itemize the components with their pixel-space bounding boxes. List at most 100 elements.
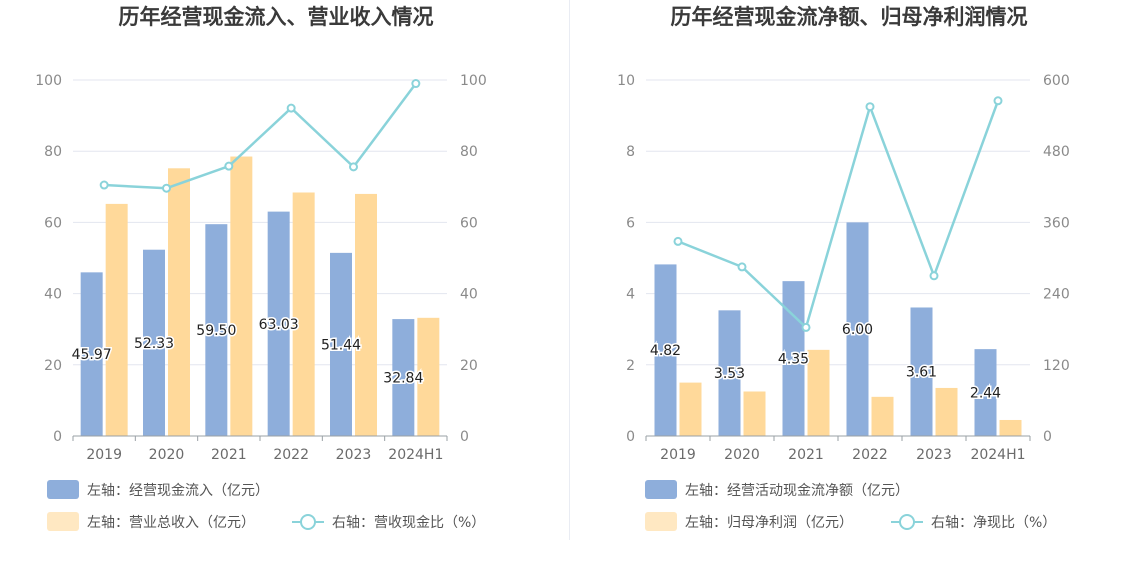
right-axis-tick-label: 120	[1043, 358, 1070, 374]
right-axis-tick-label: 80	[460, 144, 478, 160]
left-axis-tick-label: 80	[44, 144, 62, 160]
bar-primary	[718, 310, 741, 436]
bar-data-label: 59.50	[196, 323, 236, 339]
right-axis-tick-label: 0	[1043, 429, 1052, 445]
bar-secondary	[999, 419, 1022, 436]
line-point	[801, 322, 811, 332]
legend-label: 右轴：营收现金比（%）	[332, 515, 485, 531]
x-axis-tick-label: 2020	[149, 447, 185, 463]
bar-secondary	[230, 156, 253, 437]
bar-data-label: 6.00	[842, 322, 873, 338]
bar-data-label: 52.33	[134, 336, 174, 352]
bar-primary	[330, 252, 352, 436]
line-point	[993, 96, 1003, 106]
left-axis-tick-label: 0	[626, 429, 635, 445]
legend-label: 左轴：经营活动现金流净额（亿元）	[685, 483, 909, 499]
left-axis-tick-label: 10	[617, 73, 635, 89]
bar-secondary	[417, 317, 440, 436]
line-point	[929, 271, 939, 281]
x-axis-tick-label: 2024H1	[388, 447, 443, 463]
right-axis-tick-label: 480	[1043, 144, 1070, 160]
right-axis-tick-label: 600	[1043, 73, 1070, 89]
bar-secondary	[807, 349, 830, 436]
left-axis-tick-label: 60	[44, 215, 62, 231]
bar-secondary	[355, 193, 377, 436]
bar-primary	[654, 264, 677, 436]
right-axis-tick-label: 0	[460, 429, 469, 445]
legend-label: 左轴：经营现金流入（亿元）	[87, 483, 269, 499]
bar-data-label: 51.44	[321, 337, 361, 353]
left-axis-tick-label: 20	[44, 358, 62, 374]
bar-data-label: 4.82	[650, 343, 681, 359]
x-axis-tick-label: 2022	[852, 447, 888, 463]
left-axis-tick-label: 0	[53, 429, 62, 445]
chart-title: 历年经营现金流净额、归母净利润情况	[671, 5, 1028, 29]
bar-data-label: 4.35	[778, 352, 809, 368]
legend-line-marker	[300, 514, 316, 530]
series-line	[104, 82, 417, 190]
bar-primary	[205, 224, 228, 436]
right-axis-tick-label: 100	[460, 73, 487, 89]
right-axis-tick-label: 60	[460, 215, 478, 231]
x-axis-tick-label: 2024H1	[970, 447, 1025, 463]
line-point	[286, 103, 296, 113]
bar-data-label: 3.53	[714, 366, 745, 382]
left-axis-tick-label: 6	[626, 215, 635, 231]
bar-secondary	[168, 168, 190, 436]
bar-data-label: 45.97	[72, 347, 112, 363]
left-axis-tick-label: 4	[626, 287, 635, 303]
chart-right: 历年经营现金流净额、归母净利润情况 0 0 2 120 4 240 6 360 8 480 10 600…	[617, 5, 1070, 531]
bar-primary	[974, 349, 997, 436]
x-axis-tick-label: 2022	[273, 447, 309, 463]
legend-swatch-primary	[47, 480, 79, 499]
chart-title: 历年经营现金流入、营业收入情况	[119, 5, 434, 29]
bar-secondary	[105, 203, 128, 436]
x-axis-tick-label: 2021	[788, 447, 824, 463]
x-axis-tick-label: 2019	[660, 447, 696, 463]
legend-line-marker	[899, 514, 915, 530]
left-axis-tick-label: 40	[44, 287, 62, 303]
right-axis-tick-label: 40	[460, 287, 478, 303]
bar-primary	[267, 211, 290, 436]
chart-panel-left: 历年经营现金流入、营业收入情况 0 0 20 20 40 40 60 60 80 80 100 100 2…	[0, 0, 567, 582]
line-point	[411, 79, 421, 89]
line-point	[224, 161, 234, 171]
legend-swatch-secondary	[645, 512, 677, 531]
bar-data-label: 2.44	[970, 386, 1001, 402]
x-axis-tick-label: 2020	[724, 447, 760, 463]
bar-data-label: 63.03	[259, 317, 299, 333]
bar-secondary	[292, 192, 315, 436]
x-axis-tick-label: 2023	[916, 447, 952, 463]
bar-data-label: 3.61	[906, 365, 937, 381]
line-point	[349, 162, 358, 172]
line-point	[737, 262, 747, 272]
bar-primary	[910, 307, 933, 436]
left-axis-tick-label: 100	[35, 73, 62, 89]
bar-primary	[143, 249, 165, 436]
line-point	[162, 183, 171, 193]
legend-swatch-secondary	[47, 512, 79, 531]
right-axis-tick-label: 20	[460, 358, 478, 374]
bar-primary	[392, 319, 415, 436]
bar-secondary	[743, 391, 766, 436]
bar-secondary	[871, 396, 894, 436]
right-axis-tick-label: 360	[1043, 215, 1070, 231]
x-axis-tick-label: 2023	[336, 447, 372, 463]
legend-label: 左轴：归母净利润（亿元）	[685, 514, 853, 531]
x-axis-tick-label: 2019	[86, 447, 122, 463]
bar-secondary	[679, 382, 702, 436]
line-point	[865, 102, 875, 112]
legend-swatch-primary	[645, 480, 677, 499]
bar-primary	[846, 222, 869, 436]
line-point	[99, 180, 109, 190]
panel-divider	[569, 0, 570, 540]
left-axis-tick-label: 2	[626, 358, 635, 374]
bar-data-label: 32.84	[383, 371, 423, 387]
legend-label: 右轴：净现比（%）	[931, 515, 1056, 531]
bar-secondary	[935, 387, 958, 436]
bar-primary	[80, 272, 103, 436]
x-axis-tick-label: 2021	[211, 447, 247, 463]
line-point	[673, 236, 683, 246]
series-line	[677, 100, 1000, 330]
